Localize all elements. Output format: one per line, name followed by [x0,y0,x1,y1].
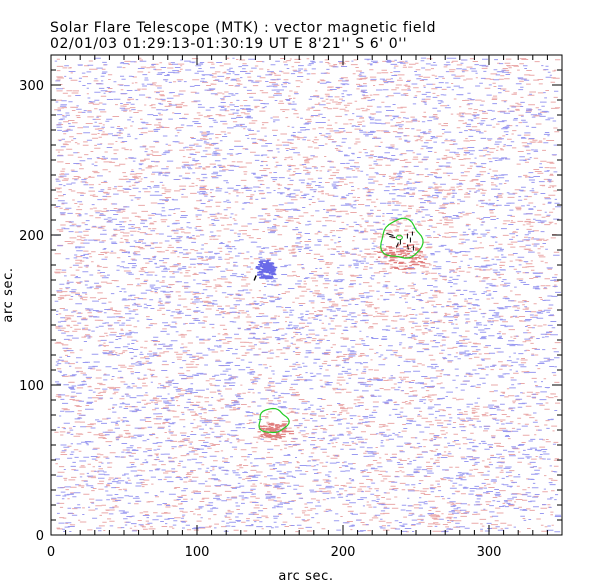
magnetic-field-map [54,57,562,533]
x-axis-label: arc sec. [278,569,333,584]
vector-layer [253,231,414,281]
plot-title: Solar Flare Telescope (MTK) : vector mag… [50,20,437,36]
y-tick-labels: 0 100 200 300 [19,79,44,544]
x-tick-label: 0 [47,545,55,560]
y-tick-label: 100 [19,379,44,394]
field-vector [406,244,409,250]
positive-field-strokes [54,57,561,533]
x-tick-label: 300 [477,545,502,560]
tick-marks [50,54,563,536]
y-tick-label: 0 [36,529,44,544]
y-axis-label: arc sec. [1,267,16,322]
red-patches [257,242,427,441]
x-tick-label: 200 [331,545,356,560]
field-vector [253,275,257,281]
x-tick-label: 100 [185,545,210,560]
axis-ticks [50,54,563,536]
green-contour [258,407,290,434]
observation-info: 02/01/03 01:29:13-01:30:19 UT E 8'21'' S… [50,36,408,52]
field-vector [389,236,396,238]
x-tick-labels: 0 100 200 300 [47,545,502,560]
field-vector [386,233,394,236]
green-inner-contour [395,234,403,241]
negative-field-strokes [54,57,562,533]
y-tick-label: 200 [19,229,44,244]
green-contour [380,217,424,259]
y-tick-label: 300 [19,79,44,94]
field-vector [395,242,399,248]
contour-layer [258,217,424,434]
plot-frame [50,54,563,536]
blue-spot [255,259,278,280]
